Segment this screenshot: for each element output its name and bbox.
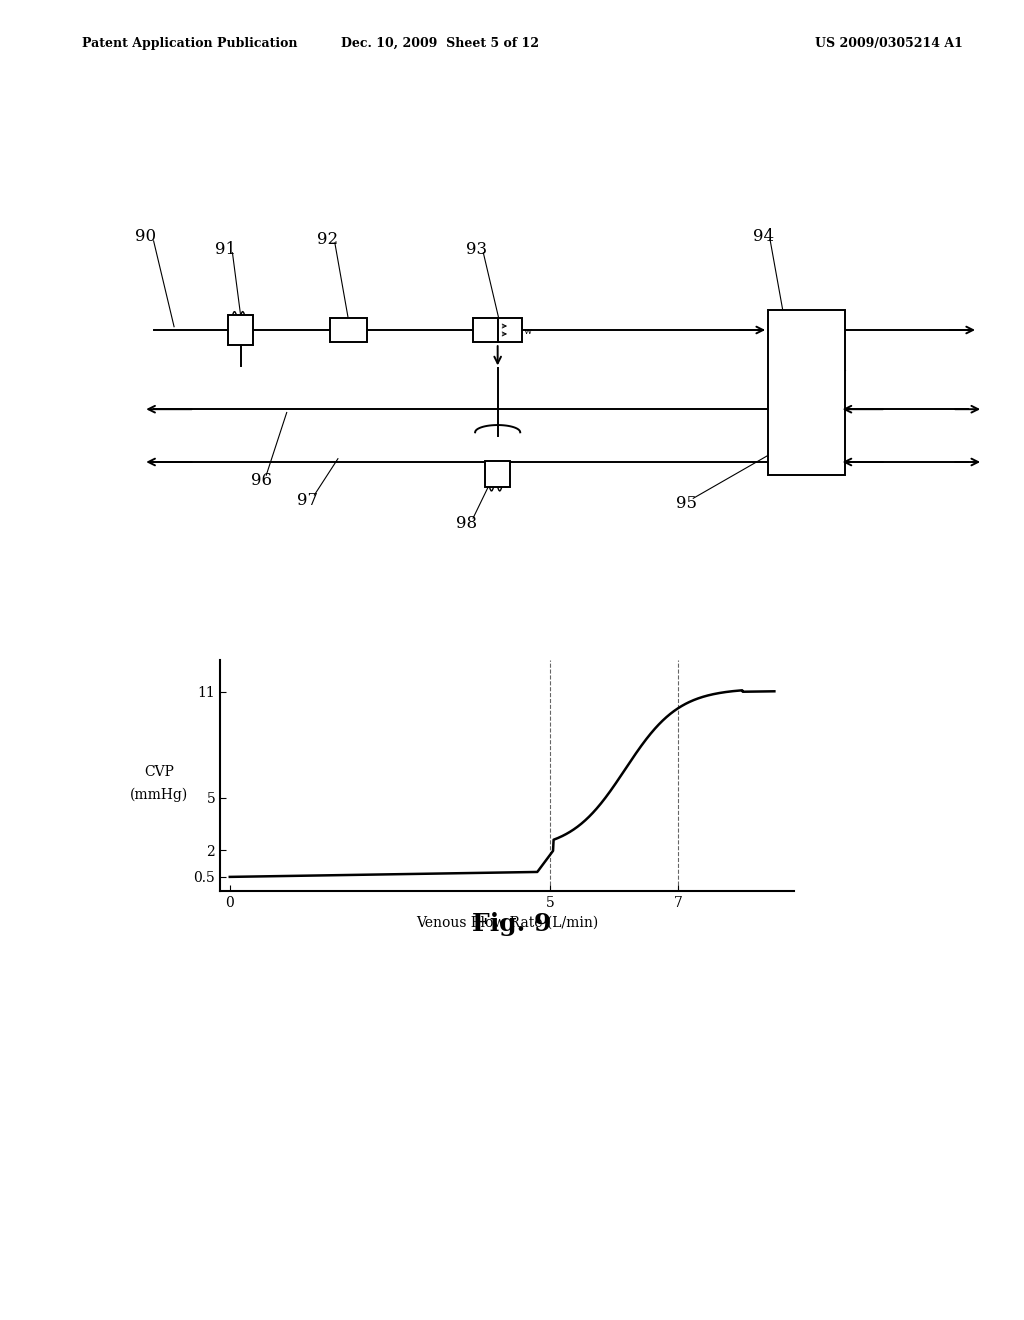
Bar: [498, 318, 522, 342]
Bar: [473, 318, 498, 342]
Text: 93: 93: [466, 242, 487, 259]
Bar: [768, 310, 845, 475]
Text: 92: 92: [317, 231, 339, 248]
Bar: [330, 318, 367, 342]
Bar: [228, 315, 253, 345]
Text: Patent Application Publication: Patent Application Publication: [82, 37, 297, 50]
Text: 94: 94: [753, 228, 774, 246]
X-axis label: Venous Flow Rate (L/min): Venous Flow Rate (L/min): [416, 915, 598, 929]
Text: 91: 91: [215, 242, 237, 259]
Text: 95: 95: [676, 495, 697, 512]
Text: Fig. 6: Fig. 6: [472, 681, 552, 705]
Text: (mmHg): (mmHg): [130, 788, 187, 801]
Text: Dec. 10, 2009  Sheet 5 of 12: Dec. 10, 2009 Sheet 5 of 12: [341, 37, 540, 50]
Text: US 2009/0305214 A1: US 2009/0305214 A1: [815, 37, 963, 50]
Bar: [485, 461, 510, 487]
Text: 98: 98: [456, 515, 477, 532]
Text: 97: 97: [297, 492, 318, 510]
Text: 90: 90: [135, 228, 157, 246]
Text: Fig. 9: Fig. 9: [472, 912, 552, 936]
Text: CVP: CVP: [143, 766, 174, 779]
Text: 96: 96: [251, 473, 272, 490]
Text: w: w: [524, 327, 532, 337]
